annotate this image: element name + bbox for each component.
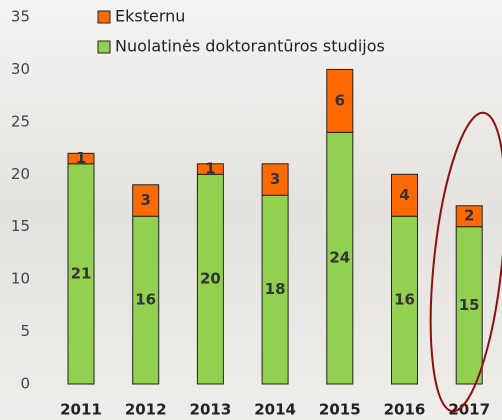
value-label: 3 <box>140 191 150 209</box>
value-label: 4 <box>399 186 409 204</box>
y-tick-label: 0 <box>20 375 30 393</box>
legend-label: Eksternu <box>115 7 185 26</box>
x-tick-label: 2014 <box>254 401 296 419</box>
value-label: 15 <box>459 296 480 314</box>
value-label: 24 <box>329 249 350 267</box>
value-label: 16 <box>135 291 156 309</box>
x-tick-label: 2015 <box>319 401 361 419</box>
legend-label: Nuolatinės doktorantūros studijos <box>115 37 385 56</box>
y-tick-label: 20 <box>11 165 30 183</box>
x-tick-label: 2012 <box>125 401 167 419</box>
x-tick-label: 2013 <box>190 401 232 419</box>
legend-swatch <box>98 11 110 23</box>
value-label: 2 <box>464 207 474 225</box>
value-label: 16 <box>394 291 415 309</box>
x-tick-label: 2011 <box>60 401 102 419</box>
y-tick-label: 30 <box>11 60 30 78</box>
value-label: 20 <box>200 270 221 288</box>
y-tick-label: 15 <box>11 217 30 235</box>
value-label: 1 <box>205 160 215 178</box>
value-label: 1 <box>76 149 86 167</box>
y-tick-label: 25 <box>11 112 30 130</box>
x-tick-label: 2016 <box>384 401 426 419</box>
value-label: 21 <box>71 264 92 282</box>
x-tick-label: 2017 <box>448 401 490 419</box>
y-tick-label: 10 <box>11 270 30 288</box>
y-tick-label: 35 <box>11 8 30 26</box>
value-label: 3 <box>270 170 280 188</box>
value-label: 6 <box>335 91 345 109</box>
legend-swatch <box>98 41 110 53</box>
y-tick-label: 5 <box>20 322 30 340</box>
chart: 0 5 10 15 20 25 30 35 2011 21 1 2012 16 3 2013 20 1 2014 1… <box>0 0 502 420</box>
page: {"chart_data": {"type": "stacked_bar", "… <box>0 0 502 420</box>
value-label: 18 <box>265 280 286 298</box>
